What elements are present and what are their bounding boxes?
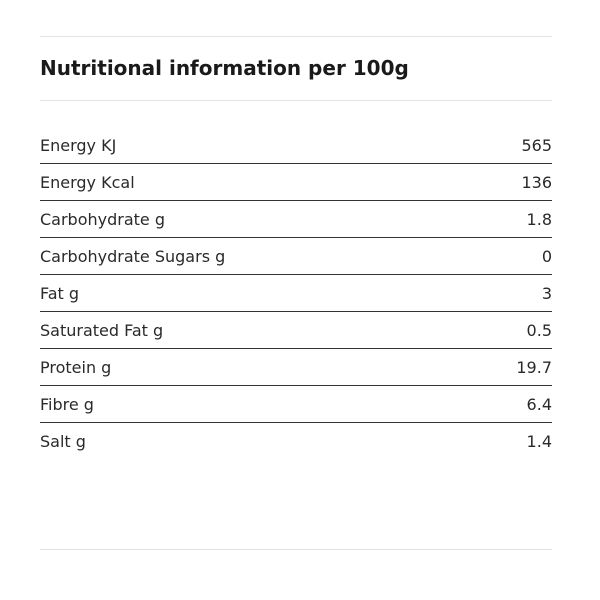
table-row: Fibre g 6.4	[40, 386, 552, 423]
table-row: Fat g 3	[40, 275, 552, 312]
nutrient-name: Carbohydrate Sugars g	[40, 246, 226, 266]
nutrient-value: 19.7	[516, 357, 552, 377]
nutrient-value: 1.8	[526, 209, 552, 229]
nutrient-value: 565	[521, 135, 552, 155]
nutrient-value: 136	[521, 172, 552, 192]
table-row: Salt g 1.4	[40, 423, 552, 460]
nutrient-name: Carbohydrate g	[40, 209, 166, 229]
divider	[40, 100, 552, 101]
nutrient-name: Fat g	[40, 283, 80, 303]
title: Nutritional information per 100g	[40, 56, 409, 80]
nutrition-table: Energy KJ 565 Energy Kcal 136 Carbohydrate g…	[40, 127, 552, 459]
divider	[40, 36, 552, 37]
table-row: Carbohydrate Sugars g 0	[40, 238, 552, 275]
nutrient-name: Protein g	[40, 357, 112, 377]
nutrient-name: Salt g	[40, 431, 86, 451]
nutrient-name: Energy KJ	[40, 135, 117, 155]
nutrient-name: Fibre g	[40, 394, 94, 414]
divider	[40, 549, 552, 550]
table-row: Saturated Fat g 0.5	[40, 312, 552, 349]
nutrient-value: 0	[541, 246, 552, 266]
nutrient-value: 1.4	[526, 431, 552, 451]
table-row: Protein g 19.7	[40, 349, 552, 386]
nutrient-name: Energy Kcal	[40, 172, 135, 192]
table-row: Energy KJ 565	[40, 127, 552, 164]
table-row: Carbohydrate g 1.8	[40, 201, 552, 238]
table-row: Energy Kcal 136	[40, 164, 552, 201]
nutrient-name: Saturated Fat g	[40, 320, 164, 340]
nutrient-value: 3	[541, 283, 552, 303]
nutrient-value: 0.5	[526, 320, 552, 340]
nutrient-value: 6.4	[526, 394, 552, 414]
